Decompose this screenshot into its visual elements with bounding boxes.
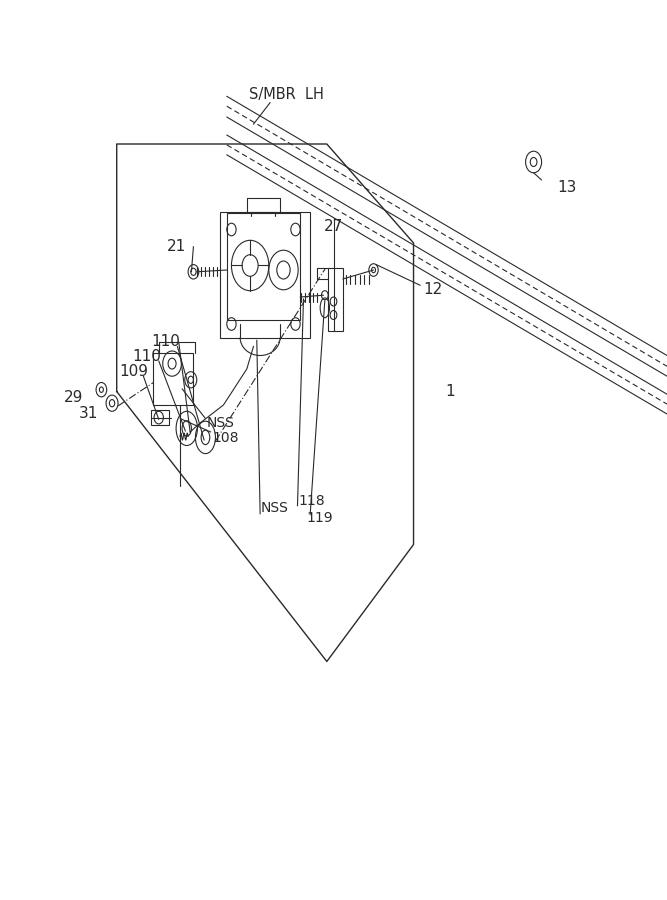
- Bar: [220, 212, 310, 338]
- Text: NSS: NSS: [260, 500, 288, 515]
- Text: 13: 13: [557, 180, 576, 195]
- Text: 108: 108: [212, 431, 239, 446]
- Text: 21: 21: [167, 239, 186, 254]
- Text: 109: 109: [119, 364, 148, 379]
- Bar: [328, 268, 343, 331]
- Text: 27: 27: [324, 220, 343, 234]
- Text: 119: 119: [307, 510, 334, 525]
- Text: 110: 110: [151, 335, 180, 349]
- Text: S/MBR  LH: S/MBR LH: [249, 86, 324, 102]
- Text: 118: 118: [299, 494, 325, 508]
- Text: 1: 1: [446, 384, 455, 399]
- Text: 12: 12: [424, 283, 443, 297]
- Text: NSS: NSS: [207, 416, 235, 430]
- Text: 29: 29: [63, 391, 83, 405]
- Text: 110: 110: [132, 349, 161, 364]
- Text: 31: 31: [78, 407, 98, 421]
- Bar: [153, 353, 193, 405]
- Bar: [151, 410, 169, 425]
- Bar: [227, 213, 300, 320]
